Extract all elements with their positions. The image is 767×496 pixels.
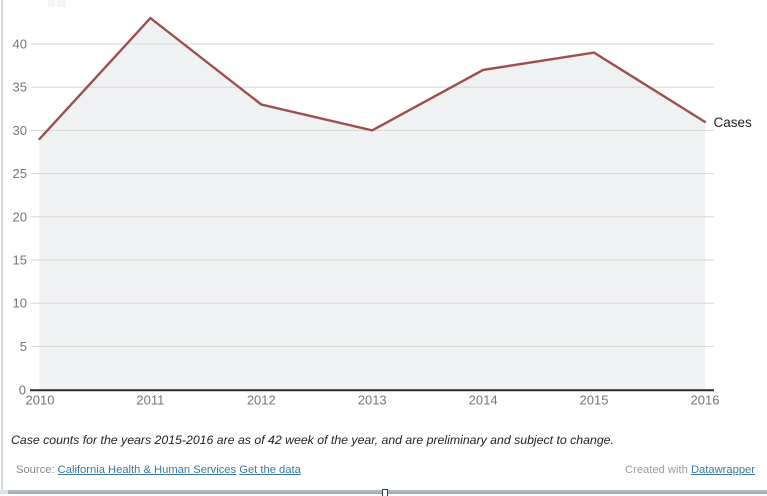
svg-text:2010: 2010 bbox=[26, 393, 55, 408]
svg-text:5: 5 bbox=[20, 339, 27, 354]
svg-text:2012: 2012 bbox=[247, 393, 276, 408]
svg-text:30: 30 bbox=[13, 123, 27, 138]
svg-text:10: 10 bbox=[13, 296, 27, 311]
svg-text:2013: 2013 bbox=[358, 393, 387, 408]
svg-text:2014: 2014 bbox=[469, 393, 498, 408]
svg-text:Cases: Cases bbox=[714, 115, 753, 130]
svg-text:40: 40 bbox=[13, 37, 27, 52]
svg-text:35: 35 bbox=[13, 80, 27, 95]
svg-text:20: 20 bbox=[13, 209, 27, 224]
svg-text:15: 15 bbox=[13, 253, 27, 268]
svg-text:2011: 2011 bbox=[136, 393, 164, 408]
svg-text:2015: 2015 bbox=[580, 393, 609, 408]
svg-text:0: 0 bbox=[19, 383, 26, 398]
svg-text:2016: 2016 bbox=[691, 393, 720, 408]
svg-text:25: 25 bbox=[13, 166, 27, 181]
